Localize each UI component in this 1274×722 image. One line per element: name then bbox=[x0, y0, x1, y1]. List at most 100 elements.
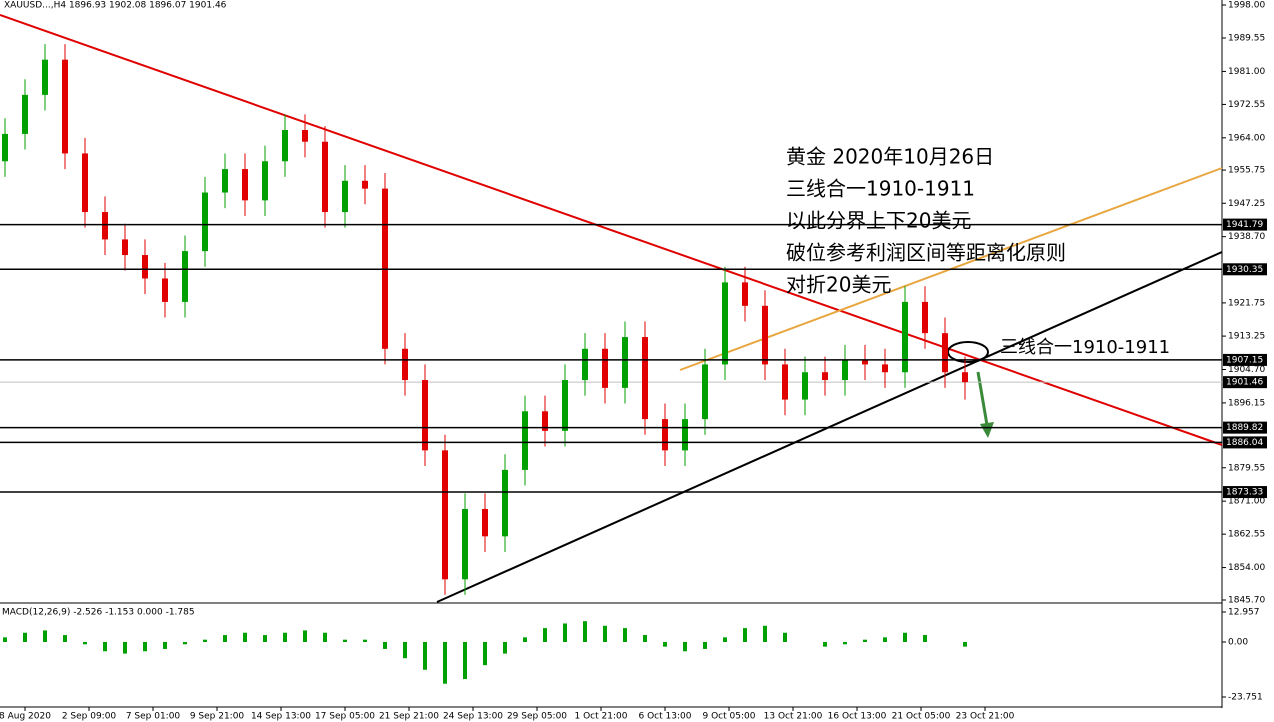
macd-bar bbox=[183, 642, 187, 645]
macd-tick-label: 12.957 bbox=[1228, 608, 1260, 618]
candle-body bbox=[122, 239, 128, 256]
level-label: 1907.15 bbox=[1226, 355, 1263, 365]
candle-body bbox=[662, 419, 668, 451]
macd-tick-label: 0.00 bbox=[1228, 638, 1248, 648]
arrow-head bbox=[980, 422, 994, 438]
callout: 三线合一1910-1911 bbox=[1000, 337, 1170, 358]
candle-body bbox=[842, 360, 848, 381]
candle-body bbox=[22, 94, 28, 134]
macd-bar bbox=[583, 621, 587, 643]
level-tag bbox=[1223, 421, 1267, 434]
trend-line bbox=[0, 14, 1223, 446]
level-label: 1941.79 bbox=[1226, 220, 1263, 230]
candle-body bbox=[222, 169, 228, 193]
candle-body bbox=[502, 469, 508, 537]
y-tick-label: 1921.75 bbox=[1228, 298, 1265, 308]
level-tag bbox=[1223, 436, 1267, 449]
chart-title: XAUUSD...,H4 1896.93 1902.08 1896.07 190… bbox=[4, 1, 227, 11]
candle-body bbox=[482, 508, 488, 537]
y-tick-label: 1904.70 bbox=[1228, 365, 1265, 375]
candle-body bbox=[922, 301, 928, 334]
y-tick-label: 1862.55 bbox=[1228, 530, 1265, 540]
annotation: 黄金 2020年10月26日 bbox=[786, 145, 994, 169]
macd-bar bbox=[723, 637, 727, 643]
macd-bar bbox=[403, 642, 407, 659]
macd-bar bbox=[243, 632, 247, 643]
macd-bar bbox=[703, 642, 707, 649]
y-tick-label: 1972.55 bbox=[1228, 100, 1265, 110]
macd-bar bbox=[143, 642, 147, 652]
candle-body bbox=[102, 212, 108, 240]
y-tick-label: 1998.00 bbox=[1228, 1, 1265, 11]
macd-bar bbox=[743, 628, 747, 643]
candle-body bbox=[562, 380, 568, 431]
y-tick-label: 1896.15 bbox=[1228, 398, 1265, 408]
x-tick-label: 21 Sep 21:00 bbox=[379, 712, 439, 722]
x-tick-label: 9 Sep 21:00 bbox=[190, 712, 245, 722]
macd-bar bbox=[843, 642, 847, 645]
candle-body bbox=[362, 180, 368, 189]
y-tick-label: 1938.70 bbox=[1228, 232, 1265, 242]
candle-body bbox=[402, 348, 408, 381]
macd-bar bbox=[63, 635, 67, 643]
candle-body bbox=[822, 372, 828, 381]
candle-body bbox=[2, 133, 8, 162]
candle-body bbox=[762, 305, 768, 365]
macd-bar bbox=[683, 642, 687, 652]
macd-bar bbox=[463, 642, 467, 680]
macd-bar bbox=[423, 642, 427, 670]
x-tick-label: 7 Sep 01:00 bbox=[126, 712, 181, 722]
macd-bar bbox=[263, 635, 267, 643]
macd-bar bbox=[443, 642, 447, 684]
candle-body bbox=[82, 153, 88, 213]
macd-bar bbox=[783, 632, 787, 643]
macd-bar bbox=[963, 642, 967, 647]
x-tick-label: 8 Aug 2020 bbox=[0, 712, 51, 722]
level-tag bbox=[1223, 353, 1267, 366]
macd-bar bbox=[483, 642, 487, 666]
macd-bar bbox=[383, 642, 387, 649]
macd-bar bbox=[883, 637, 887, 643]
annotation: 破位参考利润区间等距离化原则 bbox=[786, 241, 1066, 265]
candle-body bbox=[742, 282, 748, 306]
candle-body bbox=[162, 278, 168, 302]
candle-body bbox=[182, 251, 188, 302]
candle-body bbox=[622, 337, 628, 388]
candle-body bbox=[862, 360, 868, 365]
macd-bar bbox=[223, 635, 227, 643]
last-price-tag bbox=[1223, 376, 1267, 389]
annotation: 以此分界上下20美元 bbox=[786, 209, 971, 233]
x-tick-label: 1 Oct 21:00 bbox=[575, 712, 628, 722]
candle-body bbox=[682, 419, 688, 451]
candle-body bbox=[902, 301, 908, 373]
macd-bar bbox=[523, 637, 527, 643]
macd-bar bbox=[123, 642, 127, 654]
candle-body bbox=[262, 161, 268, 201]
macd-bar bbox=[923, 635, 927, 643]
macd-bar bbox=[603, 625, 607, 643]
macd-bar bbox=[763, 625, 767, 643]
x-tick-label: 23 Oct 21:00 bbox=[956, 712, 1015, 722]
x-tick-label: 6 Oct 13:00 bbox=[639, 712, 692, 722]
y-tick-label: 1854.00 bbox=[1228, 563, 1265, 573]
last-price-label: 1901.46 bbox=[1226, 378, 1263, 388]
y-tick-label: 1913.25 bbox=[1228, 332, 1265, 342]
candle-body bbox=[522, 411, 528, 470]
candle-body bbox=[342, 180, 348, 213]
candle-body bbox=[942, 333, 948, 373]
y-tick-label: 1955.75 bbox=[1228, 166, 1265, 176]
candle-body bbox=[602, 348, 608, 388]
macd-bar bbox=[563, 623, 567, 643]
macd-bar bbox=[283, 632, 287, 643]
level-label: 1886.04 bbox=[1226, 438, 1263, 448]
candle-body bbox=[722, 282, 728, 365]
y-tick-label: 1981.00 bbox=[1228, 67, 1265, 77]
y-tick-label: 1989.55 bbox=[1228, 34, 1265, 44]
candle-body bbox=[782, 364, 788, 400]
macd-bar bbox=[203, 639, 207, 643]
level-label: 1930.35 bbox=[1226, 265, 1263, 275]
x-tick-label: 2 Sep 09:00 bbox=[62, 712, 117, 722]
level-label: 1873.33 bbox=[1226, 488, 1263, 498]
